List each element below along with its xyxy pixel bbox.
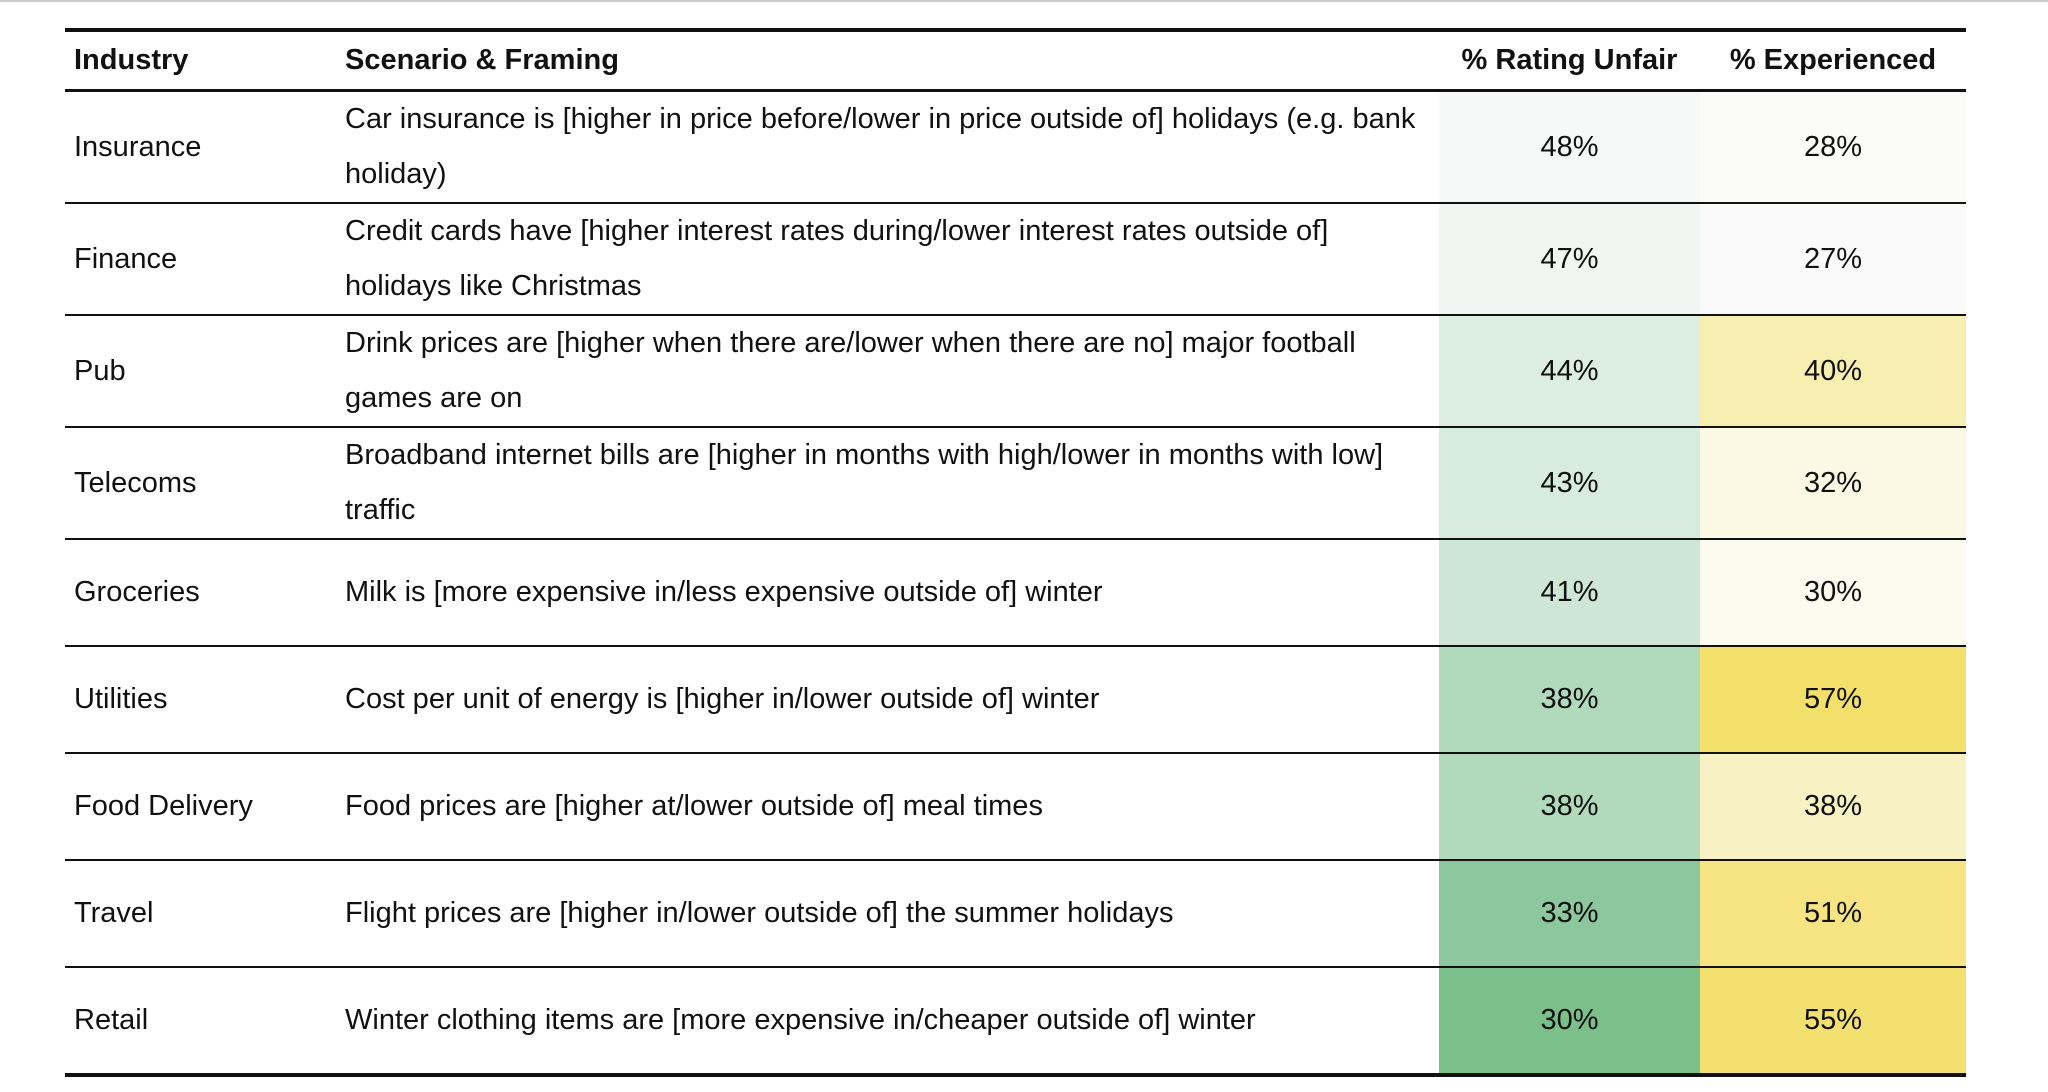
value-cell: 28% xyxy=(1700,90,1966,204)
scenario-cell: Cost per unit of energy is [higher in/lo… xyxy=(336,646,1439,754)
industry-cell: Insurance xyxy=(65,90,336,204)
value-cell: 30% xyxy=(1700,539,1966,647)
header-cell: Scenario & Framing xyxy=(336,28,1439,92)
header-cell: % Experienced xyxy=(1700,28,1966,92)
industry-cell: Food Delivery xyxy=(65,753,336,861)
value-cell: 57% xyxy=(1700,646,1966,754)
table-row: Telecoms Broadband internet bills are [hi… xyxy=(65,427,1966,540)
table-row: Insurance Car insurance is [higher in pri… xyxy=(65,90,1966,204)
scenario-cell: Drink prices are [higher when there are/… xyxy=(336,315,1439,428)
industry-cell: Finance xyxy=(65,203,336,316)
value-cell: 40% xyxy=(1700,315,1966,428)
industry-cell: Travel xyxy=(65,860,336,968)
scenario-cell: Food prices are [higher at/lower outside… xyxy=(336,753,1439,861)
industry-cell: Pub xyxy=(65,315,336,428)
value-cell: 55% xyxy=(1700,967,1966,1077)
value-cell: 32% xyxy=(1700,427,1966,540)
value-cell: 38% xyxy=(1700,753,1966,861)
value-cell: 38% xyxy=(1439,646,1700,754)
table-row: Finance Credit cards have [higher interes… xyxy=(65,203,1966,316)
industry-cell: Groceries xyxy=(65,539,336,647)
scenario-cell: Flight prices are [higher in/lower outsi… xyxy=(336,860,1439,968)
table-row: Travel Flight prices are [higher in/lower… xyxy=(65,860,1966,968)
value-cell: 38% xyxy=(1439,753,1700,861)
value-cell: 27% xyxy=(1700,203,1966,316)
value-cell: 51% xyxy=(1700,860,1966,968)
header-cell: % Rating Unfair xyxy=(1439,28,1700,92)
scenario-cell: Credit cards have [higher interest rates… xyxy=(336,203,1439,316)
value-cell: 47% xyxy=(1439,203,1700,316)
value-cell: 41% xyxy=(1439,539,1700,647)
industry-cell: Utilities xyxy=(65,646,336,754)
header-row: Industry Scenario & Framing% Rating Unfai… xyxy=(65,28,1966,92)
table-row: Groceries Milk is [more expensive in/less… xyxy=(65,539,1966,647)
table-row: Food Delivery Food prices are [higher at/… xyxy=(65,753,1966,861)
industry-cell: Telecoms xyxy=(65,427,336,540)
scenario-cell: Car insurance is [higher in price before… xyxy=(336,90,1439,204)
scenario-cell: Winter clothing items are [more expensiv… xyxy=(336,967,1439,1077)
value-cell: 30% xyxy=(1439,967,1700,1077)
table-row: Retail Winter clothing items are [more ex… xyxy=(65,967,1966,1077)
header-cell: Industry xyxy=(65,28,336,92)
scenario-cell: Milk is [more expensive in/less expensiv… xyxy=(336,539,1439,647)
table-row: Pub Drink prices are [higher when there a… xyxy=(65,315,1966,428)
data-table: Industry Scenario & Framing% Rating Unfai… xyxy=(65,28,1966,1077)
value-cell: 33% xyxy=(1439,860,1700,968)
scenario-cell: Broadband internet bills are [higher in … xyxy=(336,427,1439,540)
value-cell: 43% xyxy=(1439,427,1700,540)
value-cell: 44% xyxy=(1439,315,1700,428)
industry-cell: Retail xyxy=(65,967,336,1077)
table-row: Utilities Cost per unit of energy is [hig… xyxy=(65,646,1966,754)
value-cell: 48% xyxy=(1439,90,1700,204)
